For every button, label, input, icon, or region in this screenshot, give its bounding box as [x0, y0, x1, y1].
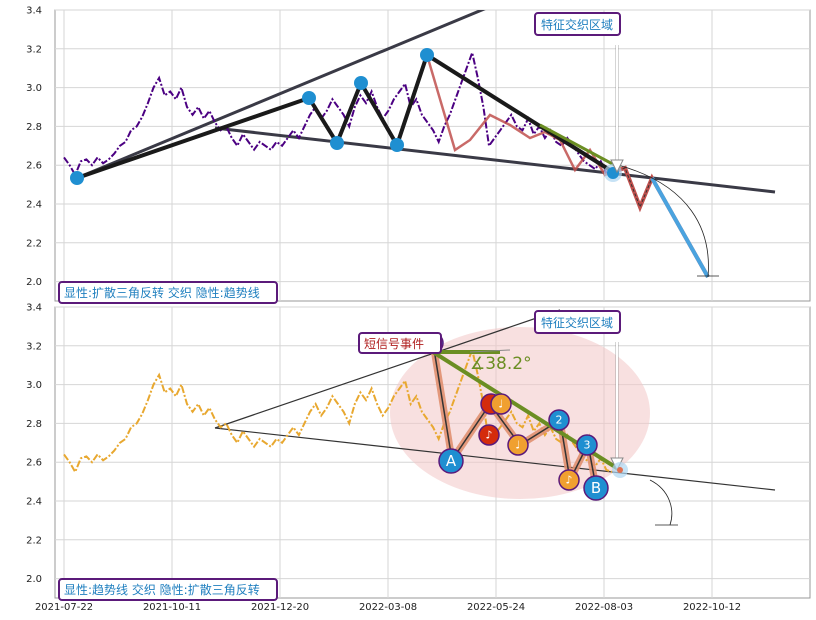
x-tick-label: 2022-03-08	[359, 602, 417, 613]
bottom-y-tick-label: 3.2	[26, 341, 42, 352]
bottom-y-tick-label: 2.8	[26, 419, 42, 430]
marker-3-label: 3	[584, 439, 591, 452]
note-red-lower-label: ♪	[485, 429, 492, 442]
bottom-end-dot	[617, 467, 623, 473]
marker-3	[576, 434, 598, 456]
x-tick-label: 2022-08-03	[575, 602, 633, 613]
top-pivot-point	[390, 138, 404, 152]
x-tick-label: 2022-10-12	[683, 602, 741, 613]
top-pivot-point	[354, 76, 368, 90]
bottom-pattern-label-box	[58, 578, 278, 601]
top-zone-label: 特征交织区域	[541, 17, 613, 32]
bottom-upper-trend-line	[214, 309, 561, 429]
note-orange-lower-label: ♪	[565, 474, 572, 487]
marker-a-label: A	[446, 452, 457, 470]
top-y-ticks: 2.0 2.2 2.4 2.6 2.8 3.0 3.2 3.4	[26, 6, 42, 289]
bottom-zone-label-box	[534, 310, 621, 334]
top-projection-blue	[650, 177, 710, 278]
top-pivot-point	[330, 136, 344, 150]
signal-label: 短信号事件	[364, 337, 424, 351]
x-tick-label: 2021-12-20	[251, 602, 309, 613]
bottom-y-tick-label: 2.4	[26, 497, 42, 508]
x-tick-label: 2022-05-24	[467, 602, 525, 613]
top-lower-trend-line	[214, 126, 776, 194]
top-y-tick-label: 3.2	[26, 44, 42, 55]
top-zone-label-box	[534, 12, 621, 36]
marker-2	[548, 409, 570, 431]
top-y-tick-label: 2.4	[26, 200, 42, 211]
note-orange-upper-label: ♩	[498, 398, 503, 411]
note-orange-upper	[490, 393, 512, 415]
marker-2-label: 2	[556, 414, 563, 427]
note-orange-mid	[507, 434, 529, 456]
note-red-lower	[478, 424, 500, 446]
top-y-tick-label: 3.0	[26, 83, 42, 94]
x-tick-label: 2021-10-11	[143, 602, 201, 613]
bottom-angle-ray	[469, 349, 511, 353]
bottom-y-tick-label: 2.0	[26, 574, 42, 585]
top-zone-arrow-head	[610, 159, 624, 174]
angle-label: ∡38.2°	[470, 354, 532, 374]
top-y-tick-label: 2.8	[26, 122, 42, 133]
bottom-pattern-label: 显性:趋势线 交织 隐性:扩散三角反转	[64, 582, 260, 597]
top-y-tick-label: 2.6	[26, 161, 42, 172]
bottom-y-tick-label: 2.6	[26, 458, 42, 469]
top-pivot-point	[302, 91, 316, 105]
bottom-price-series	[63, 346, 613, 475]
bottom-y-ticks: 2.0 2.2 2.4 2.6 2.8 3.0 3.2 3.4	[26, 303, 42, 586]
x-tick-label: 2021-07-22	[35, 602, 93, 613]
bottom-y-tick-label: 3.0	[26, 380, 42, 391]
top-y-tick-label: 2.2	[26, 238, 42, 249]
bottom-zone-label: 特征交织区域	[541, 315, 613, 330]
top-target-arc	[617, 164, 709, 278]
marker-b	[583, 475, 609, 501]
top-upper-trend-line	[76, 10, 486, 180]
top-panel: 2.0 2.2 2.4 2.6 2.8 3.0 3.2 3.4	[26, 6, 811, 304]
signal-label-box	[358, 332, 442, 354]
top-down-leg	[425, 53, 615, 174]
top-pivot-point	[70, 171, 84, 185]
bottom-y-tick-label: 3.4	[26, 303, 42, 314]
note-orange-mid-label: ♩	[515, 439, 520, 452]
top-pivot-point	[420, 48, 434, 62]
top-pattern-zigzag	[76, 54, 429, 180]
bottom-panel: 2.02.22.42.62.83.03.23.4 1 A 2	[26, 303, 811, 601]
bottom-target-arc	[649, 479, 673, 526]
top-y-tick-label: 3.4	[26, 6, 42, 17]
top-green-leg	[539, 123, 621, 170]
top-pattern-label: 显性:扩散三角反转 交织 隐性:趋势线	[64, 285, 260, 300]
note-orange-lower	[558, 469, 580, 491]
top-price-series	[63, 49, 613, 178]
bottom-lower-trend-line	[214, 427, 776, 491]
bottom-y-tick-label: 2.2	[26, 535, 42, 546]
top-pattern-label-box	[58, 281, 278, 304]
marker-b-label: B	[591, 479, 601, 497]
x-axis-ticks: 2021-07-22 2021-10-11 2021-12-20 2022-03-08…	[35, 602, 741, 613]
top-y-tick-label: 2.0	[26, 277, 42, 288]
marker-a	[438, 448, 464, 474]
